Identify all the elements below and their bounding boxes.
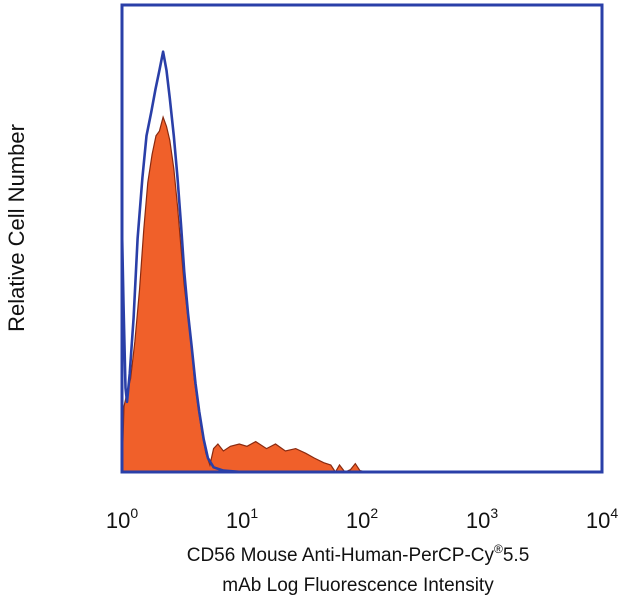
x-tick-label-3: 103 [466,505,498,533]
x-tick-label-4: 104 [586,505,618,533]
x-tick-label-2: 102 [346,505,378,533]
series-layer [120,50,368,474]
series-filled-histogram [121,115,368,474]
x-tick-label-0: 100 [106,505,138,533]
x-axis-label-line1: CD56 Mouse Anti-Human-PerCP-Cy®5.5 [187,542,530,566]
y-axis-label: Relative Cell Number [4,124,29,332]
x-axis-label-line2: mAb Log Fluorescence Intensity [222,575,494,596]
x-tick-labels: 100 101 102 103 104 [106,505,618,533]
series-outline-histogram [120,50,367,474]
plot-frame [120,3,604,474]
x-tick-label-1: 101 [226,505,258,533]
